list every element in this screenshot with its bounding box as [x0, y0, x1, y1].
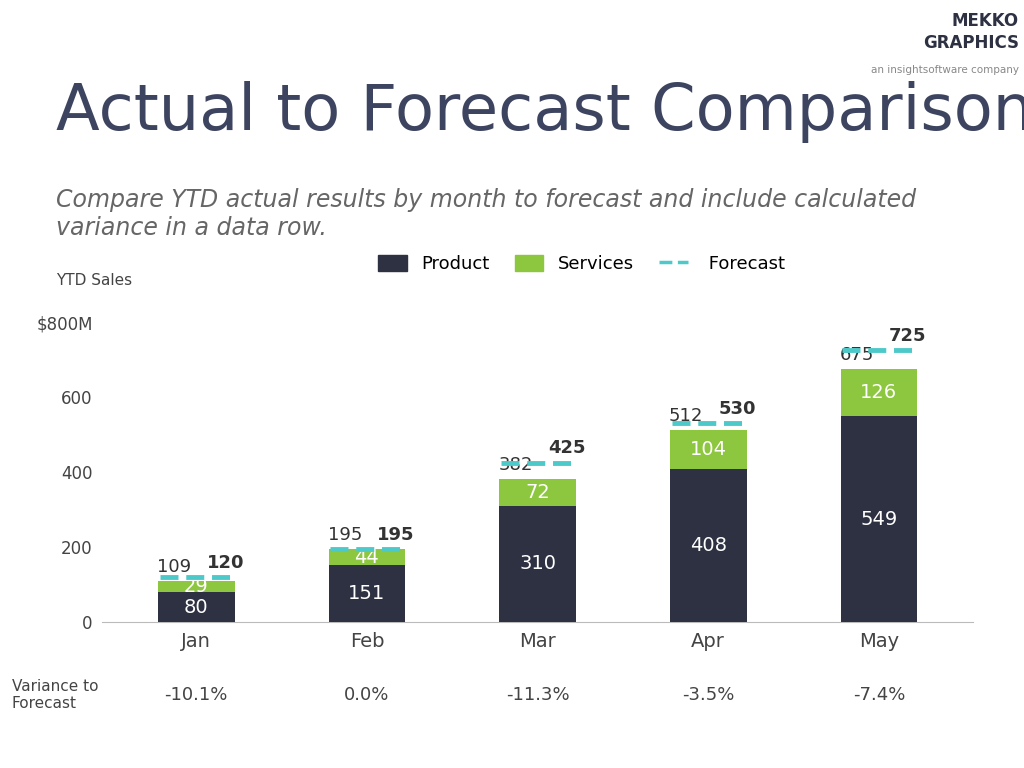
Text: -11.3%: -11.3%: [506, 686, 569, 704]
Text: 104: 104: [690, 440, 727, 459]
Text: 80: 80: [184, 598, 209, 617]
Text: -3.5%: -3.5%: [682, 686, 734, 704]
Text: 512: 512: [669, 407, 703, 425]
Text: 408: 408: [690, 536, 727, 555]
Text: -7.4%: -7.4%: [853, 686, 905, 704]
Text: 126: 126: [860, 383, 897, 402]
Text: Variance to
Forecast: Variance to Forecast: [11, 679, 98, 711]
Text: 725: 725: [889, 327, 927, 345]
Legend: Product, Services,  Forecast: Product, Services, Forecast: [378, 255, 784, 273]
Text: 310: 310: [519, 554, 556, 574]
Text: 675: 675: [840, 346, 873, 364]
Text: 425: 425: [548, 439, 586, 458]
Bar: [329, 565, 406, 622]
Text: 0.0%: 0.0%: [344, 686, 389, 704]
Text: YTD Sales: YTD Sales: [56, 273, 132, 288]
Bar: [158, 592, 234, 622]
Text: MEKKO
GRAPHICS: MEKKO GRAPHICS: [923, 12, 1019, 51]
Text: 72: 72: [525, 483, 550, 502]
Text: 44: 44: [354, 548, 379, 567]
Text: 151: 151: [348, 584, 386, 604]
Text: -10.1%: -10.1%: [165, 686, 228, 704]
Bar: [841, 416, 918, 622]
Text: 195: 195: [377, 526, 415, 544]
Bar: [158, 581, 234, 592]
Bar: [841, 369, 918, 416]
Text: 109: 109: [157, 558, 191, 576]
Text: 530: 530: [719, 400, 756, 418]
Text: 549: 549: [860, 510, 898, 528]
Bar: [500, 506, 577, 622]
Text: 195: 195: [328, 526, 361, 544]
Text: an insightsoftware company: an insightsoftware company: [870, 65, 1019, 75]
Bar: [670, 469, 746, 622]
Text: 382: 382: [499, 455, 532, 474]
Bar: [500, 478, 577, 506]
Text: 29: 29: [184, 577, 209, 596]
Bar: [329, 549, 406, 565]
Text: Compare YTD actual results by month to forecast and include calculated
variance : Compare YTD actual results by month to f…: [56, 188, 916, 240]
Text: 120: 120: [207, 554, 244, 572]
Bar: [670, 430, 746, 469]
Text: Actual to Forecast Comparison: Actual to Forecast Comparison: [56, 81, 1024, 143]
